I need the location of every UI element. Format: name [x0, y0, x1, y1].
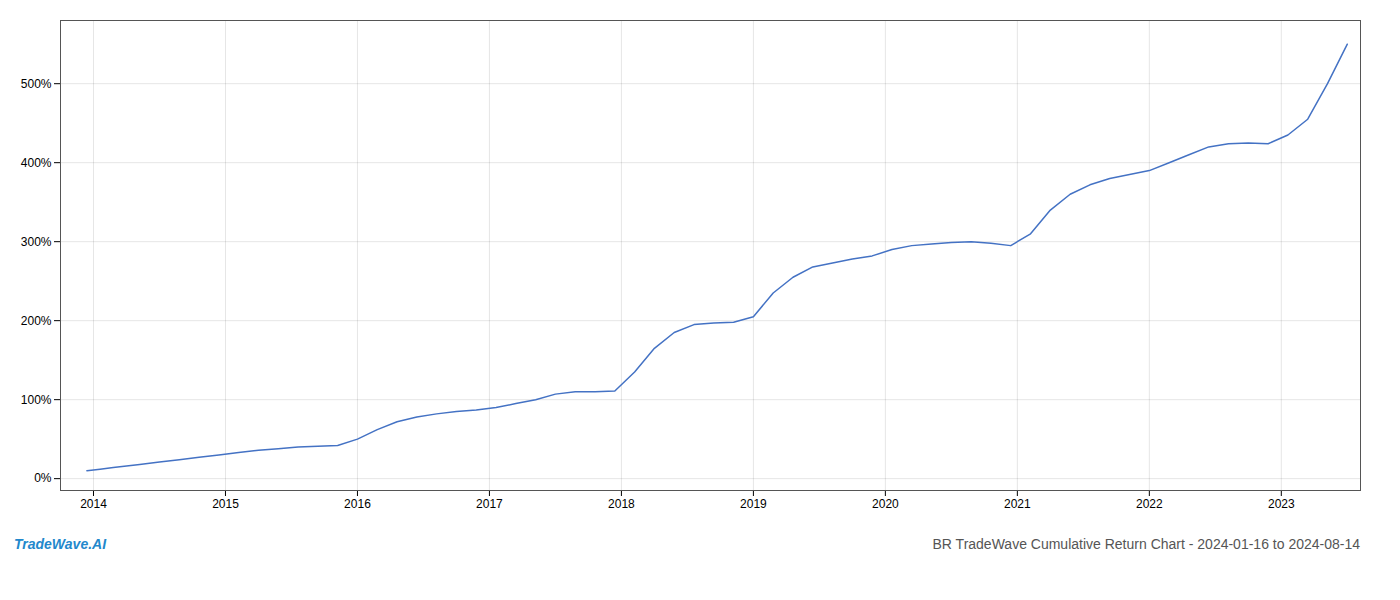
html-text:BR TradeWave Cumulative Return: BR TradeWave Cumulative Return Chart - 2…: [932, 536, 1360, 552]
svg-text:2022: 2022: [1136, 497, 1163, 511]
svg-text:2023: 2023: [1268, 497, 1295, 511]
svg-text:2016: 2016: [344, 497, 371, 511]
svg-text:200%: 200%: [21, 314, 52, 328]
svg-text:100%: 100%: [21, 392, 52, 406]
svg-text:400%: 400%: [21, 156, 52, 170]
svg-text:2017: 2017: [476, 497, 503, 511]
svg-text:2020: 2020: [872, 497, 899, 511]
svg-text:2014: 2014: [80, 497, 107, 511]
svg-text:2019: 2019: [740, 497, 767, 511]
svg-text:2021: 2021: [1004, 497, 1031, 511]
svg-text:300%: 300%: [21, 235, 52, 249]
html-text:TradeWave.AI: TradeWave.AI: [14, 536, 107, 552]
svg-text:2015: 2015: [212, 497, 239, 511]
svg-text:500%: 500%: [21, 77, 52, 91]
svg-text:2018: 2018: [608, 497, 635, 511]
svg-text:0%: 0%: [34, 471, 52, 485]
